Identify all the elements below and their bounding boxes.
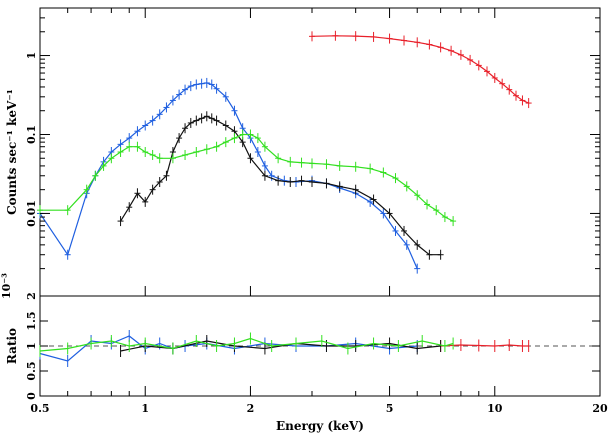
- ratio-series-3: [39, 332, 454, 357]
- xtick-label-2: 2: [247, 402, 255, 415]
- ratio-series-1: [39, 330, 418, 367]
- ratio-series-0: [440, 339, 530, 352]
- spectrum-ytick-label-2: 0.01: [25, 200, 38, 227]
- xtick-label-4: 10: [487, 402, 503, 415]
- xtick-label-5: 20: [592, 402, 608, 415]
- y-axis-label-counts: Counts sec⁻¹ keV⁻¹: [5, 89, 19, 215]
- spectrum-panel: 1 0.1 0.01 10⁻³ Counts sec⁻¹ keV⁻¹: [0, 7, 601, 299]
- spectrum-ytick-label-0: 1: [25, 52, 38, 60]
- spectrum-series-0: [309, 30, 532, 109]
- ratio-ytick-label-2: 1: [25, 342, 38, 350]
- ratio-series-line-0: [440, 344, 529, 347]
- xtick-label-3: 5: [386, 402, 394, 415]
- spectrum-series-group: [37, 30, 532, 274]
- spectrum-series-line-3: [40, 133, 454, 222]
- ratio-ytick-label-4: 2: [25, 292, 38, 300]
- x-axis-label: Energy (keV): [276, 419, 364, 433]
- ratio-ytick-label-0: 0: [25, 392, 38, 400]
- spectrum-series-2: [117, 111, 444, 260]
- spectrum-plot-frame: [39, 7, 601, 297]
- spectrum-ytick-label-1: 0.1: [25, 125, 38, 144]
- ratio-axis-ticks: 0.5 1 2 5 10 20 0 0.5 1 1.5 2: [25, 8, 608, 415]
- ratio-ytick-label-3: 1.5: [25, 311, 38, 330]
- ratio-series-line-3: [39, 337, 454, 352]
- spectrum-series-line-2: [120, 115, 441, 256]
- y-axis-label-ratio: Ratio: [5, 328, 19, 364]
- spectrum-series-line-0: [311, 35, 529, 104]
- spectrum-series-3: [37, 129, 457, 227]
- ratio-ytick-label-1: 0.5: [25, 361, 38, 380]
- spectrum-axis-ticks: 1 0.1 0.01: [25, 7, 600, 297]
- corner-exponent-label: 10⁻³: [0, 273, 13, 299]
- xtick-label-0: 0.5: [30, 402, 49, 415]
- ratio-series-group: [39, 330, 530, 367]
- ratio-series-line-1: [39, 335, 418, 362]
- spectrum-series-line-1: [39, 82, 418, 269]
- xtick-label-1: 1: [141, 402, 149, 415]
- ratio-panel: 0.5 1 2 5 10 20 0 0.5 1 1.5 2 Ratio Energy (keV): [5, 8, 608, 433]
